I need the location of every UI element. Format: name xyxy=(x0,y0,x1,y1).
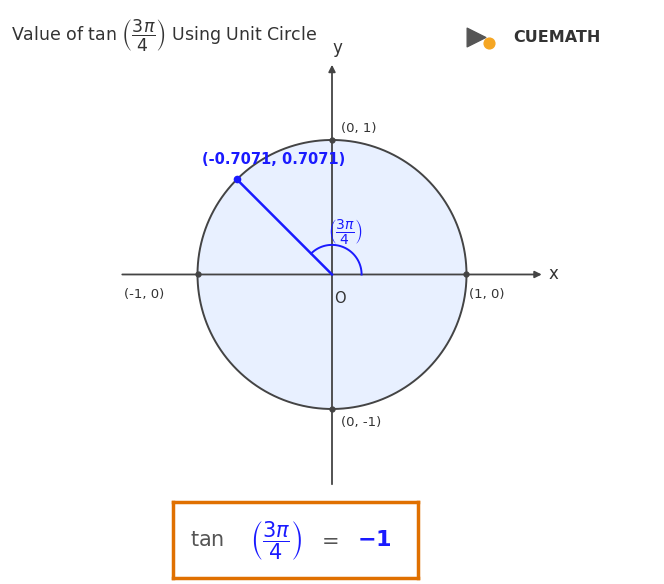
Text: Value of $\mathregular{tan}\ \left(\dfrac{3\pi}{4}\right)$ Using Unit Circle: Value of $\mathregular{tan}\ \left(\dfra… xyxy=(11,17,317,53)
Text: (0, -1): (0, -1) xyxy=(341,416,382,429)
Text: O: O xyxy=(334,291,346,305)
Text: x: x xyxy=(548,266,558,283)
Text: y: y xyxy=(333,39,343,57)
Text: $=$: $=$ xyxy=(317,530,338,550)
Polygon shape xyxy=(197,140,467,409)
Text: $\mathrm{tan}$: $\mathrm{tan}$ xyxy=(190,530,224,550)
Text: (0, 1): (0, 1) xyxy=(341,121,377,134)
Text: $\left(\dfrac{3\pi}{4}\right)$: $\left(\dfrac{3\pi}{4}\right)$ xyxy=(329,217,363,246)
Text: (-0.7071, 0.7071): (-0.7071, 0.7071) xyxy=(202,152,345,167)
Text: CUEMATH: CUEMATH xyxy=(513,30,601,46)
Text: (-1, 0): (-1, 0) xyxy=(124,288,164,301)
Text: (1, 0): (1, 0) xyxy=(469,288,505,301)
Text: $\mathbf{-1}$: $\mathbf{-1}$ xyxy=(357,530,391,550)
Text: $\left(\dfrac{3\pi}{4}\right)$: $\left(\dfrac{3\pi}{4}\right)$ xyxy=(250,519,302,562)
